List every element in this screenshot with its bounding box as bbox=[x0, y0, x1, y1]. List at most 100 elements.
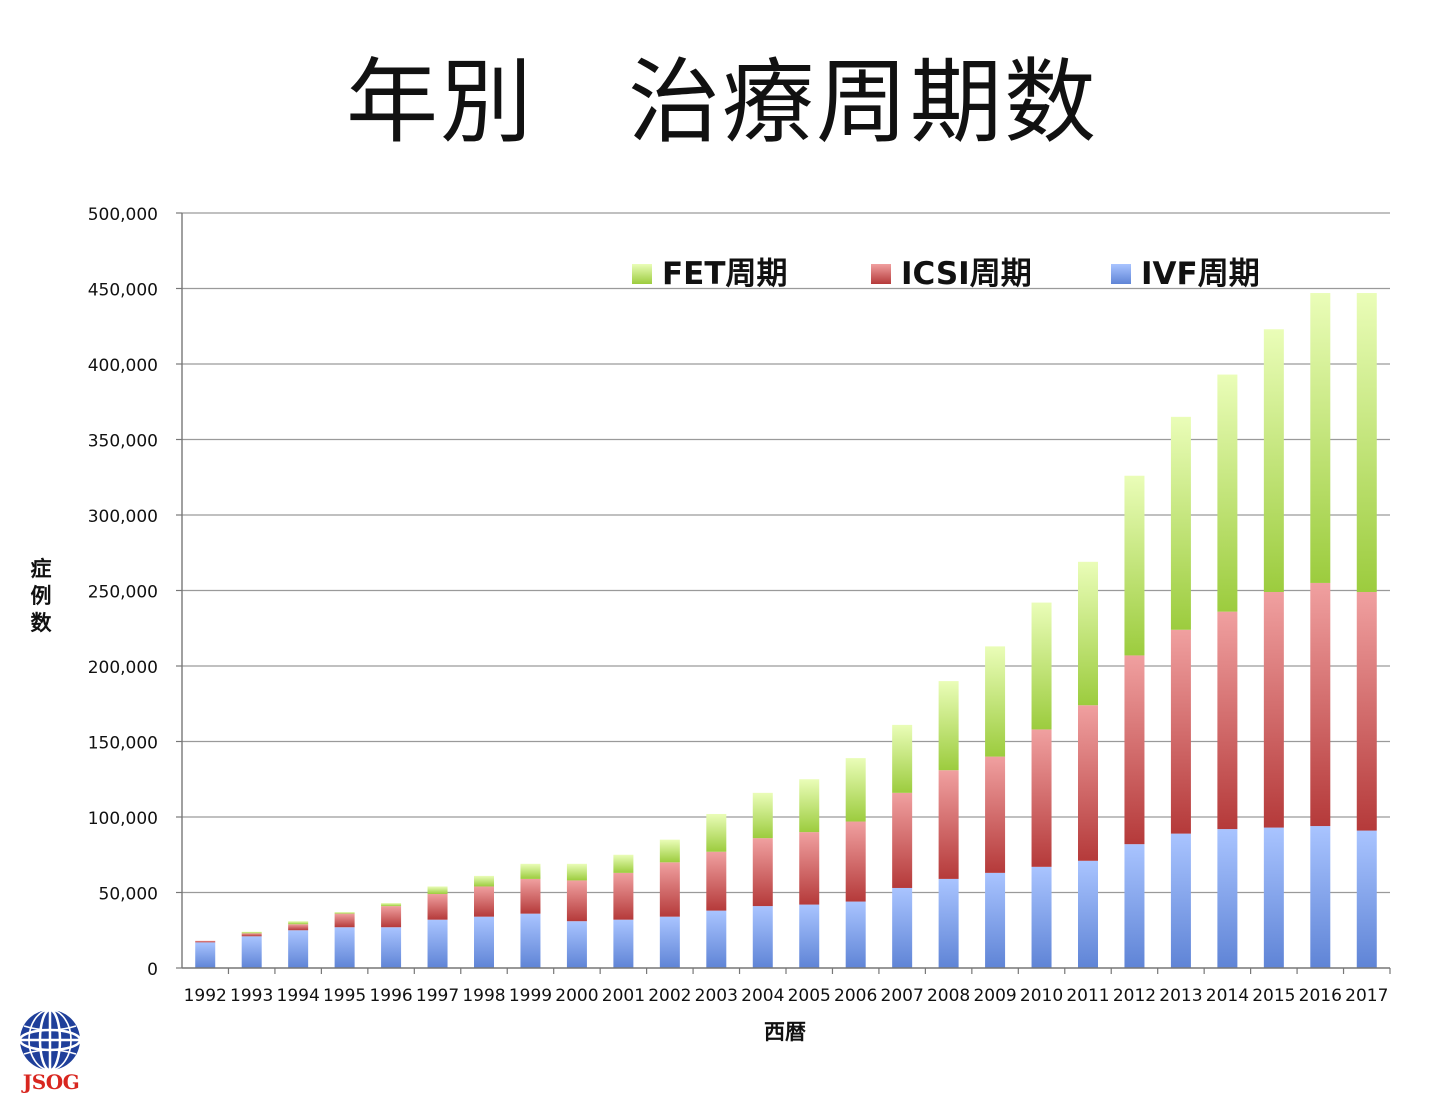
x-tick-label: 2003 bbox=[695, 986, 738, 1006]
bar-icsi bbox=[1170, 629, 1191, 834]
legend-swatch bbox=[632, 264, 652, 284]
bar-icsi bbox=[799, 832, 820, 905]
bar-icsi bbox=[706, 851, 727, 911]
globe-icon bbox=[18, 1008, 82, 1072]
bar-fet bbox=[381, 903, 402, 907]
bar-ivf bbox=[241, 936, 262, 968]
bar-fet bbox=[241, 931, 262, 934]
bar-fet bbox=[985, 646, 1006, 757]
bar-fet bbox=[1310, 293, 1331, 583]
x-tick-label: 1993 bbox=[230, 986, 273, 1006]
bar-fet bbox=[1078, 561, 1098, 706]
bar-icsi bbox=[334, 913, 355, 928]
bars bbox=[195, 293, 1377, 968]
y-axis-title-char: 症 bbox=[30, 557, 52, 581]
legend-swatch bbox=[871, 264, 891, 284]
x-tick-label: 1992 bbox=[184, 986, 227, 1006]
bar-fet bbox=[1217, 374, 1238, 612]
x-tick-label: 2012 bbox=[1113, 986, 1156, 1006]
bar-ivf bbox=[520, 913, 541, 968]
bar-icsi bbox=[1217, 611, 1238, 830]
bar-fet bbox=[1356, 293, 1377, 593]
bar-icsi bbox=[659, 862, 680, 917]
bar-ivf bbox=[334, 927, 355, 968]
bar-icsi bbox=[892, 792, 913, 888]
bar-fet bbox=[706, 813, 727, 852]
x-tick-label: 2009 bbox=[973, 986, 1016, 1006]
x-tick-label: 2017 bbox=[1345, 986, 1388, 1006]
x-tick-label: 2016 bbox=[1299, 986, 1342, 1006]
legend-swatch bbox=[1111, 264, 1131, 284]
x-tick-label: 2013 bbox=[1159, 986, 1202, 1006]
bar-ivf bbox=[1031, 866, 1052, 968]
bar-icsi bbox=[845, 821, 866, 902]
bar-icsi bbox=[1263, 592, 1284, 828]
y-tick-label: 300,000 bbox=[88, 507, 158, 527]
bar-ivf bbox=[752, 906, 773, 968]
x-tick-label: 2006 bbox=[834, 986, 877, 1006]
x-axis-title: 西暦 bbox=[764, 1020, 806, 1044]
bar-icsi bbox=[566, 880, 587, 922]
bar-ivf bbox=[706, 910, 727, 968]
bar-icsi bbox=[1078, 705, 1098, 861]
bar-icsi bbox=[195, 940, 216, 943]
bar-ivf bbox=[1170, 833, 1191, 968]
bar-fet bbox=[938, 681, 959, 771]
x-tick-label: 2010 bbox=[1020, 986, 1063, 1006]
bar-ivf bbox=[938, 878, 959, 968]
bar-icsi bbox=[613, 872, 634, 920]
bar-ivf bbox=[892, 887, 913, 968]
bar-icsi bbox=[288, 924, 309, 931]
y-tick-label: 500,000 bbox=[88, 205, 158, 225]
legend: FET周期 ICSI周期 IVF周期 bbox=[632, 256, 1260, 292]
tick-labels: 0 50,000 100,000 150,000 200,000 250,000 300,0… bbox=[88, 205, 1389, 1006]
x-tick-label: 2005 bbox=[788, 986, 831, 1006]
x-tick-label: 2011 bbox=[1066, 986, 1109, 1006]
bar-fet bbox=[752, 792, 773, 839]
bar-icsi bbox=[427, 894, 448, 920]
bar-ivf bbox=[845, 901, 866, 968]
x-tick-label: 1997 bbox=[416, 986, 459, 1006]
bar-icsi bbox=[1356, 592, 1377, 831]
bar-ivf bbox=[474, 916, 494, 968]
bar-fet bbox=[1031, 602, 1052, 730]
bar-icsi bbox=[985, 756, 1006, 873]
y-tick-label: 400,000 bbox=[88, 356, 158, 376]
bar-icsi bbox=[1124, 655, 1145, 845]
bar-ivf bbox=[1078, 860, 1098, 968]
x-tick-label: 1996 bbox=[369, 986, 412, 1006]
bar-icsi bbox=[752, 838, 773, 907]
x-tick-label: 1994 bbox=[277, 986, 320, 1006]
x-tick-label: 2004 bbox=[741, 986, 784, 1006]
y-tick-label: 0 bbox=[147, 960, 158, 980]
bar-fet bbox=[1170, 416, 1191, 630]
bar-fet bbox=[566, 863, 587, 881]
y-tick-label: 350,000 bbox=[88, 432, 158, 452]
x-tick-label: 1999 bbox=[509, 986, 552, 1006]
bar-fet bbox=[1263, 329, 1284, 593]
bar-fet bbox=[799, 779, 820, 833]
bar-icsi bbox=[938, 770, 959, 879]
bar-fet bbox=[659, 839, 680, 863]
bar-fet bbox=[474, 875, 494, 887]
bar-fet bbox=[613, 854, 634, 873]
x-tick-label: 2007 bbox=[881, 986, 924, 1006]
bar-icsi bbox=[1310, 582, 1331, 827]
legend-label: IVF周期 bbox=[1141, 256, 1260, 292]
y-tick-label: 150,000 bbox=[88, 734, 158, 754]
bar-icsi bbox=[474, 886, 494, 917]
bar-fet bbox=[427, 886, 448, 895]
bar-icsi bbox=[241, 933, 262, 937]
bar-ivf bbox=[613, 919, 634, 968]
bar-fet bbox=[288, 921, 309, 925]
y-axis-title-char: 数 bbox=[30, 611, 52, 635]
bar-icsi bbox=[1031, 729, 1052, 867]
grid-lines bbox=[182, 212, 1390, 894]
bar-fet bbox=[520, 863, 541, 879]
x-tick-label: 2002 bbox=[648, 986, 691, 1006]
bar-ivf bbox=[566, 921, 587, 968]
x-tick-label: 1995 bbox=[323, 986, 366, 1006]
bar-ivf bbox=[659, 916, 680, 968]
jsog-logo: JSOG bbox=[14, 1008, 88, 1100]
